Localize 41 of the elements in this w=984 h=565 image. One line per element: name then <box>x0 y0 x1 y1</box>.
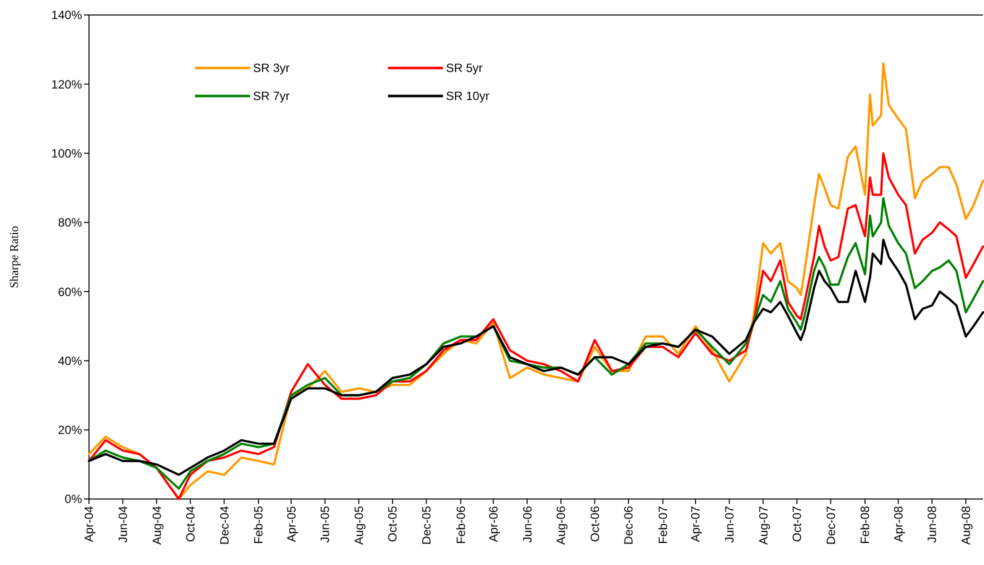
x-tick-label: Apr-07 <box>688 506 703 542</box>
x-tick-label: Dec-06 <box>622 506 636 545</box>
y-tick-label: 60% <box>58 284 82 299</box>
x-tick-label: Oct-06 <box>588 506 602 542</box>
x-tick-label: Aug-07 <box>756 506 770 545</box>
legend-label: SR 7yr <box>253 89 290 104</box>
x-tick-label: Dec-05 <box>420 506 434 545</box>
x-tick-label: Feb-07 <box>656 506 670 544</box>
y-tick-label: 140% <box>51 8 82 22</box>
x-tick-label: Jun-07 <box>722 506 737 543</box>
y-tick-label: 40% <box>58 354 82 368</box>
x-tick-label: Aug-05 <box>352 506 366 545</box>
x-tick-label: Aug-08 <box>959 506 974 545</box>
x-tick-label: Dec-07 <box>824 506 838 545</box>
x-tick-label: Aug-06 <box>554 506 568 545</box>
y-tick-label: 20% <box>58 423 82 438</box>
x-tick-label: Aug-04 <box>150 506 164 545</box>
x-tick-label: Jun-06 <box>520 506 534 543</box>
x-tick-label: Oct-05 <box>386 506 400 542</box>
x-tick-label: Apr-05 <box>284 506 298 542</box>
legend-label: SR 5yr <box>446 61 483 76</box>
x-tick-label: Jun-05 <box>318 506 332 543</box>
x-tick-label: Jun-04 <box>116 506 130 543</box>
x-tick-label: Feb-08 <box>858 506 872 544</box>
x-tick-label: Apr-06 <box>486 506 501 542</box>
x-tick-label: Apr-04 <box>82 506 96 542</box>
y-tick-label: 100% <box>51 146 82 160</box>
x-tick-label: Oct-07 <box>790 506 804 542</box>
y-axis-title: Sharpe Ratio <box>7 226 21 288</box>
x-tick-label: Apr-08 <box>891 506 906 542</box>
x-tick-label: Feb-05 <box>252 506 266 544</box>
y-tick-label: 80% <box>58 216 82 230</box>
legend-label: SR 3yr <box>253 61 290 76</box>
x-tick-label: Jun-08 <box>925 506 940 543</box>
y-tick-label: 120% <box>51 77 82 92</box>
line-series <box>88 197 984 490</box>
y-tick-label: 0% <box>64 492 82 506</box>
x-tick-label: Feb-06 <box>454 506 468 544</box>
x-tick-label: Oct-04 <box>184 506 198 542</box>
legend-label: SR 10yr <box>446 89 490 104</box>
x-tick-label: Dec-04 <box>217 506 232 545</box>
